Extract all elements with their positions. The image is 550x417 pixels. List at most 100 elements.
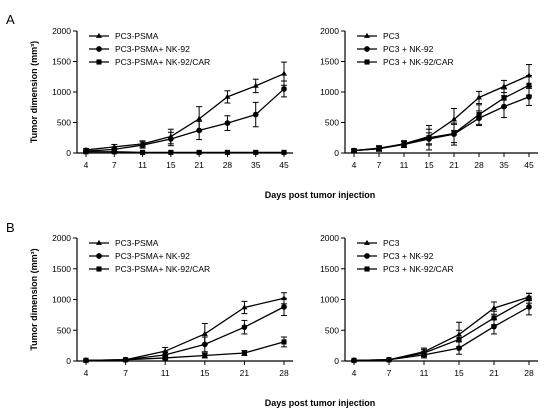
chart-1: 0 500 1000 1500 2000 4 7 11 15 21 28 35 45 Tumor dime… bbox=[29, 26, 293, 170]
legend-label: PC3-PSMA+ NK-92 bbox=[115, 44, 190, 54]
data-point bbox=[491, 304, 497, 310]
data-point bbox=[386, 357, 392, 363]
legend-marker bbox=[96, 46, 102, 52]
legend-marker bbox=[364, 59, 370, 65]
charts: 0 500 1000 1500 2000 4 7 11 15 21 28 35 45 Tumor dime… bbox=[29, 26, 538, 378]
y-tick-label: 1500 bbox=[320, 264, 339, 274]
data-point bbox=[224, 93, 231, 99]
legend-label: PC3-PSMA bbox=[115, 31, 159, 41]
series-line bbox=[353, 84, 530, 152]
data-point bbox=[162, 355, 168, 361]
x-tick-label: 35 bbox=[251, 160, 261, 170]
data-point bbox=[526, 295, 532, 301]
data-point bbox=[426, 135, 432, 141]
x-tick-label: 21 bbox=[449, 160, 459, 170]
x-tick-label: 15 bbox=[200, 368, 210, 378]
x-tick-label: 4 bbox=[84, 160, 89, 170]
y-tick-label: 0 bbox=[334, 148, 339, 158]
series-line bbox=[85, 341, 285, 362]
y-axis-title: Tumor dimension (mm³) bbox=[29, 248, 39, 350]
legend-label: PC3 + NK-92/CAR bbox=[383, 57, 454, 67]
data-point bbox=[168, 136, 174, 142]
data-point bbox=[123, 357, 129, 363]
series-line bbox=[353, 297, 530, 362]
data-point bbox=[241, 304, 248, 310]
x-tick-label: 4 bbox=[352, 368, 357, 378]
data-point bbox=[281, 339, 287, 345]
data-point bbox=[111, 149, 117, 155]
legend-marker bbox=[96, 253, 102, 259]
x-tick-label: 28 bbox=[223, 160, 233, 170]
data-point bbox=[139, 142, 146, 148]
data-point bbox=[201, 330, 208, 336]
data-point bbox=[501, 95, 507, 101]
series-line bbox=[353, 306, 530, 362]
series-line bbox=[85, 306, 285, 362]
data-point bbox=[451, 116, 457, 122]
y-tick-label: 1500 bbox=[52, 57, 71, 67]
data-point bbox=[401, 141, 407, 147]
x-tick-label: 35 bbox=[499, 160, 509, 170]
y-tick-label: 500 bbox=[57, 325, 71, 335]
series-2 bbox=[351, 298, 532, 364]
x-tick-label: 21 bbox=[489, 368, 499, 378]
data-point bbox=[476, 112, 482, 118]
y-tick-label: 2000 bbox=[320, 233, 339, 243]
series-3 bbox=[351, 292, 532, 363]
y-tick-label: 0 bbox=[66, 356, 71, 366]
y-tick-label: 1000 bbox=[52, 295, 71, 305]
legend-label: PC3 bbox=[383, 31, 400, 41]
data-point bbox=[196, 115, 203, 121]
legend-marker bbox=[364, 32, 370, 38]
data-point bbox=[526, 82, 532, 88]
chart-3: 0 500 1000 1500 2000 4 7 11 15 21 28 Tumor dimensio… bbox=[29, 233, 293, 378]
series-line bbox=[86, 151, 284, 154]
data-point bbox=[252, 111, 259, 118]
x-tick-label: 21 bbox=[240, 368, 250, 378]
data-point bbox=[501, 83, 507, 89]
data-point bbox=[196, 127, 202, 134]
legend-label: PC3 + NK-92 bbox=[383, 251, 434, 261]
legend-marker bbox=[364, 239, 370, 245]
y-tick-label: 2000 bbox=[52, 233, 71, 243]
data-point bbox=[491, 315, 497, 321]
data-point bbox=[281, 86, 287, 92]
x-tick-label: 21 bbox=[194, 160, 204, 170]
x-tick-label: 28 bbox=[524, 368, 534, 378]
data-point bbox=[456, 336, 462, 343]
data-point bbox=[281, 70, 287, 76]
x-tick-label: 15 bbox=[424, 160, 434, 170]
x-tick-label: 7 bbox=[387, 368, 392, 378]
legend-label: PC3 + NK-92 bbox=[383, 44, 434, 54]
x-tick-label: 45 bbox=[279, 160, 289, 170]
data-point bbox=[241, 350, 247, 356]
data-point bbox=[526, 72, 532, 78]
data-point bbox=[421, 350, 427, 356]
y-tick-label: 1000 bbox=[320, 295, 339, 305]
y-tick-label: 1500 bbox=[52, 264, 71, 274]
legend-marker bbox=[96, 59, 102, 65]
x-tick-label: 15 bbox=[454, 368, 464, 378]
data-point bbox=[83, 149, 89, 155]
data-point bbox=[241, 324, 248, 331]
x-tick-label: 7 bbox=[377, 160, 382, 170]
x-tick-label: 4 bbox=[352, 160, 357, 170]
data-point bbox=[351, 148, 357, 154]
data-point bbox=[281, 304, 287, 310]
x-tick-label: 7 bbox=[112, 160, 117, 170]
data-point bbox=[526, 304, 532, 310]
data-point bbox=[252, 82, 259, 88]
x-tick-label: 15 bbox=[166, 160, 176, 170]
data-point bbox=[281, 295, 287, 301]
legend-label: PC3-PSMA+ NK-92/CAR bbox=[115, 57, 210, 67]
data-point bbox=[376, 146, 382, 152]
y-tick-label: 2000 bbox=[320, 26, 339, 36]
series-line bbox=[85, 297, 285, 362]
series-1 bbox=[83, 292, 287, 363]
x-tick-label: 11 bbox=[138, 160, 147, 170]
data-point bbox=[451, 130, 457, 137]
y-tick-label: 500 bbox=[325, 118, 339, 128]
x-tick-label: 11 bbox=[420, 368, 429, 378]
data-point bbox=[224, 120, 231, 126]
